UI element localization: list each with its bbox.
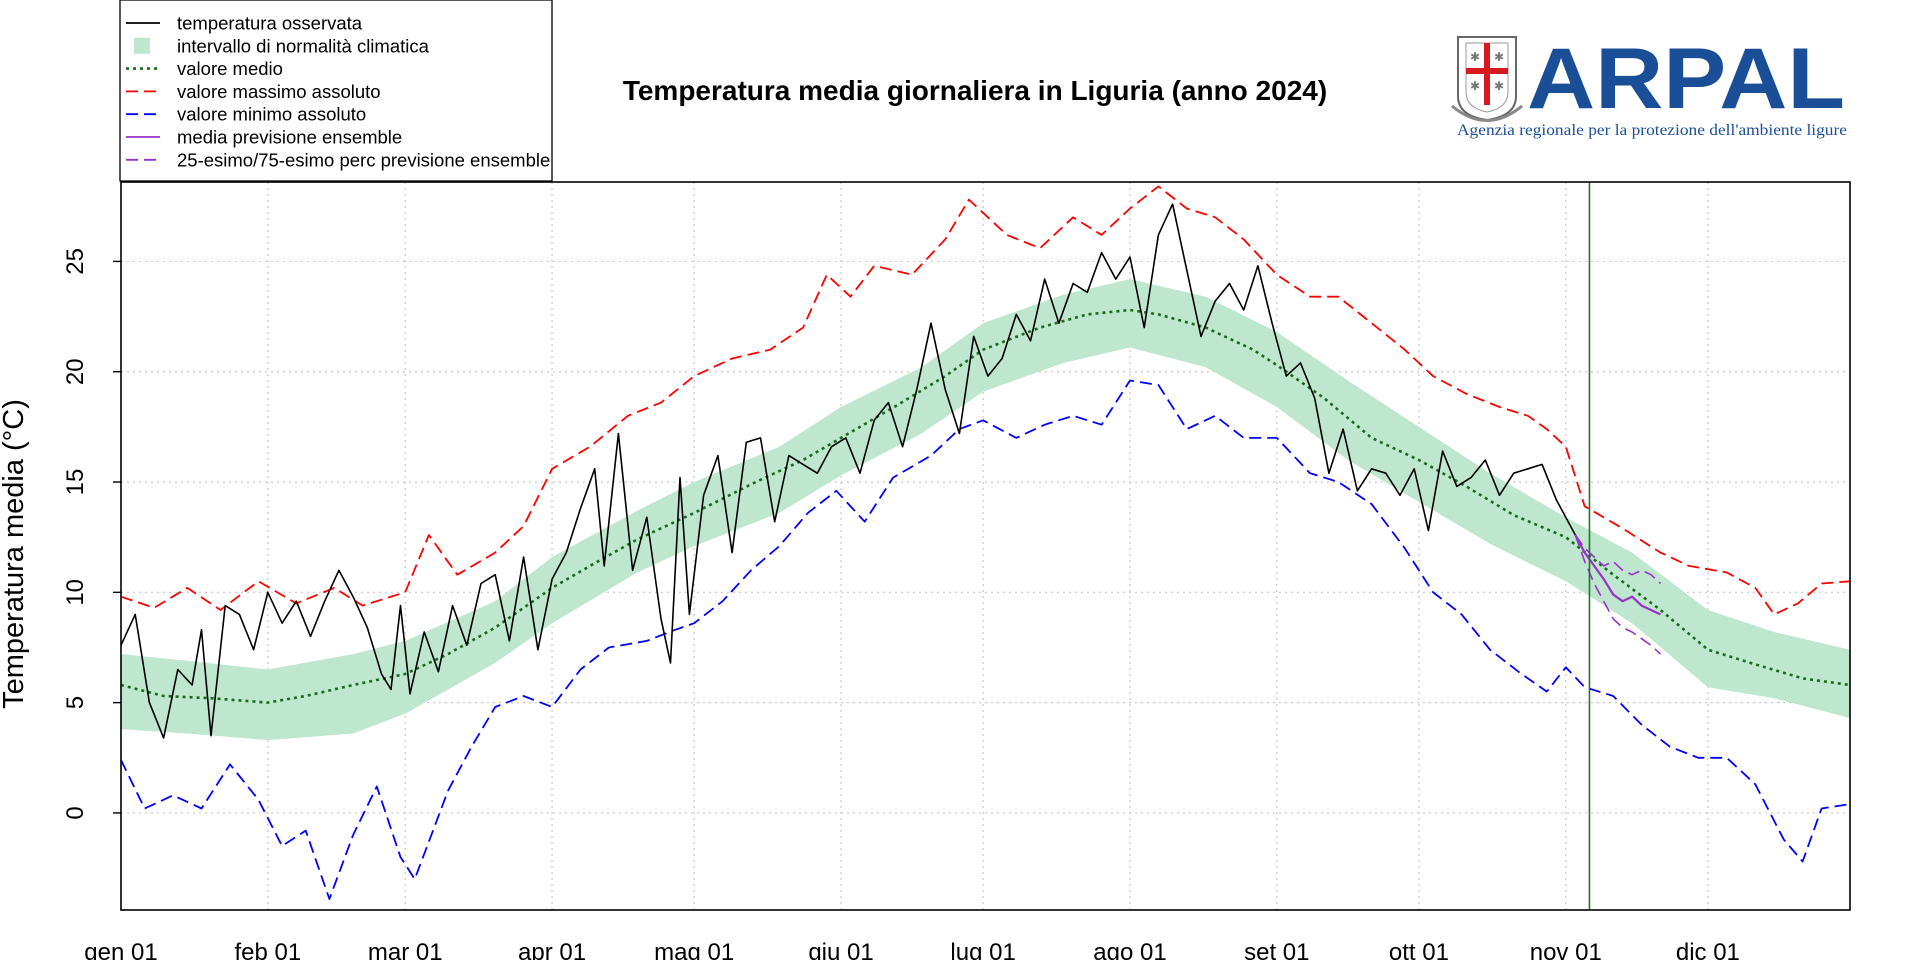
legend-label-min: valore minimo assoluto [177, 104, 366, 125]
y-axis-label: Temperatura media (°C) [0, 399, 30, 709]
y-tick-label-1: 5 [62, 696, 89, 709]
legend-label-ens_perc: 25-esimo/75-esimo perc previsione ensemb… [177, 149, 550, 170]
x-tick-label-8: set 01 [1244, 939, 1309, 960]
series-observed-line [120, 203, 1577, 739]
plot-border [120, 181, 1851, 911]
y-axis: 0 5 10 15 20 25 [62, 248, 121, 820]
legend-label-max: valore massimo assoluto [177, 81, 381, 102]
legend-label-mean: valore medio [177, 58, 283, 79]
svg-text:✱: ✱ [1494, 79, 1504, 93]
plot-frame [120, 181, 1851, 911]
legend-label-normal_band: intervallo di normalità climatica [177, 35, 430, 56]
x-tick-label-9: ott 01 [1389, 939, 1449, 960]
series-min-line [120, 379, 1851, 900]
svg-text:✱: ✱ [1494, 50, 1504, 64]
svg-text:✱: ✱ [1470, 79, 1480, 93]
y-tick-label-0: 0 [62, 806, 89, 819]
legend-label-ens_mean: media previsione ensemble [177, 127, 402, 148]
x-tick-label-1: feb 01 [234, 939, 301, 960]
legend-swatch-normal_band [134, 37, 150, 54]
logo-subtitle: Agenzia regionale per la protezione dell… [1457, 122, 1847, 139]
liguria-shield-icon: ✱ ✱ ✱ ✱ [1451, 36, 1523, 122]
x-tick-label-0: gen 01 [84, 939, 157, 960]
x-tick-label-11: dic 01 [1676, 939, 1740, 960]
y-tick-label-2: 10 [62, 579, 89, 606]
series-lines [120, 182, 1851, 910]
x-tick-label-2: mar 01 [368, 939, 443, 960]
legend-label-observed: temperatura osservata [177, 13, 363, 34]
y-tick-label-3: 15 [62, 469, 89, 496]
x-tick-label-5: giu 01 [808, 939, 873, 960]
chart-title: Temperatura media giornaliera in Liguria… [623, 75, 1327, 106]
series-max-line [120, 185, 1851, 616]
legend-box [119, 0, 553, 182]
y-tick-label-4: 20 [62, 358, 89, 385]
arpal-logo: ✱ ✱ ✱ ✱ ARPAL Agenzia regionale per la p… [1451, 31, 1847, 139]
series-mean-line [120, 308, 1851, 704]
svg-text:✱: ✱ [1470, 50, 1480, 64]
x-tick-label-4: mag 01 [654, 939, 734, 960]
y-tick-label-5: 25 [62, 248, 89, 275]
x-tick-label-7: ago 01 [1093, 939, 1166, 960]
logo-name: ARPAL [1527, 31, 1845, 127]
x-tick-label-3: apr 01 [518, 939, 586, 960]
x-axis: gen 01 feb 01 mar 01 apr 01 mag 01 giu 01 lug … [84, 939, 1740, 960]
x-tick-label-6: lug 01 [950, 939, 1015, 960]
x-tick-label-10: nov 01 [1530, 939, 1602, 960]
